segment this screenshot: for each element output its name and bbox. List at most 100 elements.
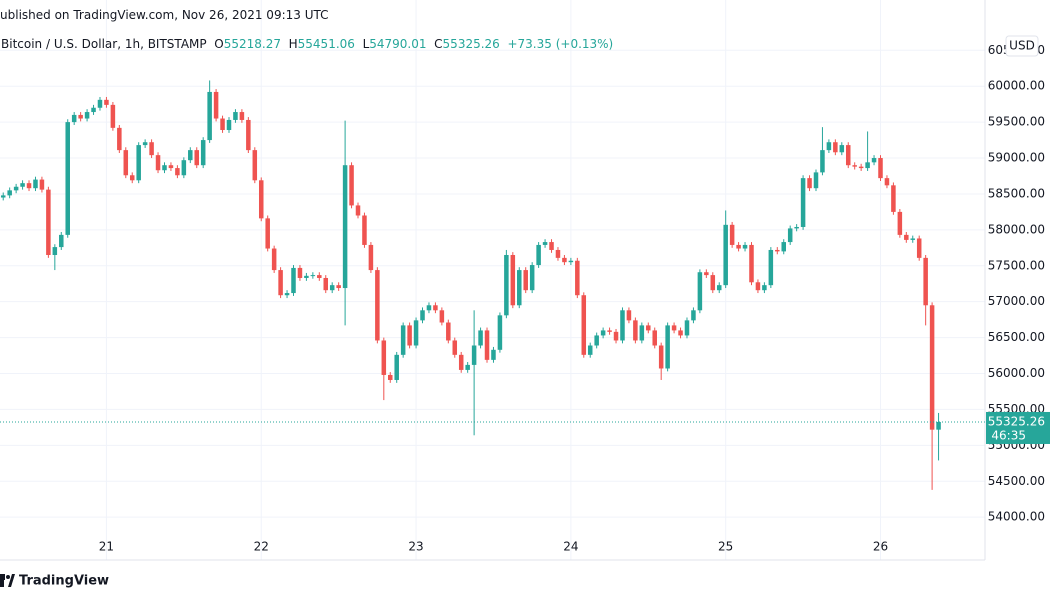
candle-body <box>542 242 548 245</box>
candle-body <box>923 257 928 306</box>
candle-body <box>52 247 58 255</box>
candle-body <box>884 178 890 186</box>
candle-body <box>381 340 387 375</box>
candle-body <box>246 119 251 151</box>
candle-body <box>433 305 438 311</box>
candle-body <box>710 275 716 291</box>
candle-body <box>652 330 657 346</box>
candle-body <box>704 272 709 276</box>
candle-body <box>407 325 412 346</box>
candle-body <box>181 160 187 176</box>
candle-body <box>497 315 503 350</box>
candle-body <box>200 140 206 166</box>
candle-body <box>768 249 774 286</box>
close-label: C <box>434 37 443 51</box>
candle-body <box>794 226 799 229</box>
y-tick-label: 59500.00 <box>988 115 1045 129</box>
y-tick-label: 58000.00 <box>988 222 1045 236</box>
y-tick-label: 56000.00 <box>988 366 1045 380</box>
candle-body <box>439 310 445 323</box>
brand: TradingView <box>19 574 109 589</box>
candle-body <box>491 349 496 360</box>
candle-body <box>523 270 528 291</box>
candle-body <box>723 224 728 286</box>
candle-body <box>820 150 825 173</box>
candle-body <box>175 168 180 176</box>
candle-body <box>39 179 45 190</box>
candle-body <box>20 183 25 187</box>
candle-body <box>123 150 129 176</box>
candle-body <box>749 244 754 283</box>
candle-body <box>110 104 116 128</box>
candle-body <box>684 320 690 336</box>
candle-body <box>878 158 883 179</box>
candle-body <box>0 195 6 198</box>
candle-body <box>549 242 554 250</box>
candle-body <box>678 330 683 336</box>
low-value: 54790.01 <box>369 37 427 51</box>
candle-body <box>755 282 761 291</box>
candle-body <box>845 145 851 166</box>
candle-body <box>697 272 703 311</box>
candle-body <box>265 218 270 249</box>
candle-body <box>26 183 32 189</box>
open-value: 55218.27 <box>223 37 281 51</box>
candle-body <box>897 211 903 235</box>
candle-body <box>46 189 51 255</box>
candle-body <box>252 150 258 181</box>
candle-body <box>529 265 535 291</box>
candle-body <box>375 270 380 341</box>
candle-body <box>355 205 361 216</box>
candle-body <box>646 325 651 331</box>
candle-body <box>833 142 838 153</box>
candle-body <box>278 270 283 296</box>
candle-body <box>84 112 90 119</box>
candle-body <box>78 114 83 119</box>
y-tick-label: 54000.00 <box>988 510 1045 524</box>
candle-body <box>716 285 722 291</box>
candle-body <box>517 270 522 306</box>
candle-body <box>323 277 329 291</box>
candle-body <box>600 330 606 336</box>
candle-body <box>916 238 922 258</box>
candle-body <box>129 175 135 181</box>
candle-body <box>104 99 109 105</box>
candle-body <box>813 172 819 189</box>
candle-body <box>297 267 303 278</box>
candle-body <box>594 335 599 346</box>
candle-body <box>258 180 264 219</box>
candle-body <box>826 142 832 151</box>
symbol: Bitcoin / U.S. Dollar, 1h, BITSTAMP <box>1 37 207 51</box>
candle-body <box>510 254 516 306</box>
candle-body <box>342 165 348 289</box>
y-tick-label: 56500.00 <box>988 330 1045 344</box>
currency-badge <box>1005 35 1039 57</box>
y-tick-label: 57000.00 <box>988 294 1045 308</box>
candle-body <box>194 150 199 166</box>
footer-logo <box>0 574 15 587</box>
candle-body <box>742 244 748 249</box>
y-tick-label: 57500.00 <box>988 258 1045 272</box>
candle-body <box>607 330 612 332</box>
candle-body <box>284 293 290 296</box>
candle-body <box>13 186 19 191</box>
candle-body <box>91 107 96 113</box>
last-price-badge <box>986 411 1050 444</box>
axes: 54000.0054500.0055000.0055500.0056000.00… <box>0 0 1045 561</box>
candle-body <box>117 127 122 151</box>
high-value: 55451.06 <box>297 37 355 51</box>
candle-body <box>304 275 309 278</box>
change: +73.35 <box>507 37 552 51</box>
last-price-label: 55325.26 <box>988 414 1045 428</box>
candle-body <box>336 285 341 289</box>
candle-body <box>458 354 464 370</box>
high-label: H <box>288 37 298 51</box>
candle-body <box>904 234 909 240</box>
candle-body <box>59 234 64 248</box>
candle-body <box>413 320 419 346</box>
close-value: 55325.26 <box>442 37 500 51</box>
candles <box>0 80 941 490</box>
x-tick-label: 21 <box>99 540 114 554</box>
